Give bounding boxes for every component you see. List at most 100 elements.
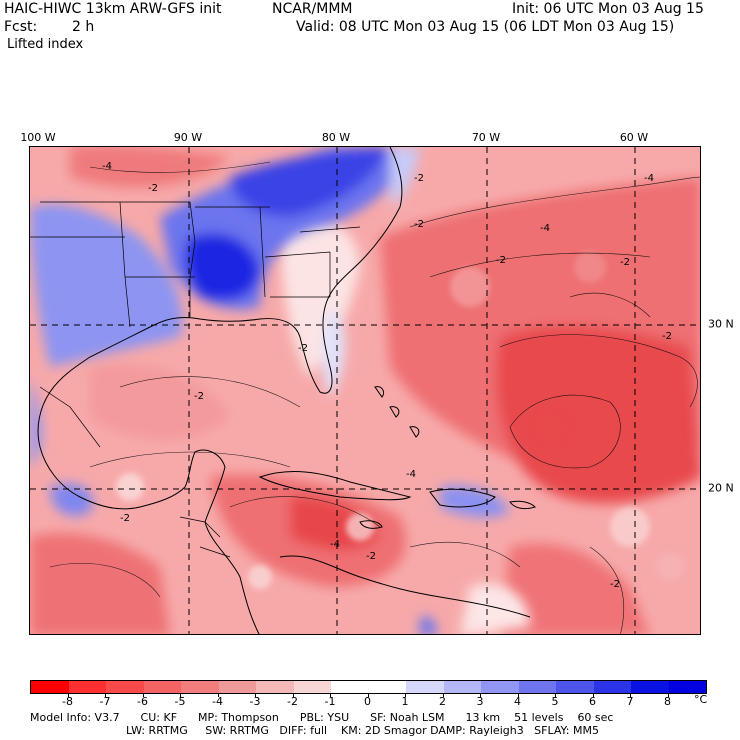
contour-line: [509, 394, 621, 469]
colorbar-tick-label: -3: [249, 695, 261, 708]
coastlines: [37, 147, 536, 634]
colorbar-tick-label: 4: [514, 695, 521, 708]
mexico-stable-region: [30, 377, 42, 467]
colorbar-cell: [443, 681, 481, 693]
plains-region: [70, 147, 230, 188]
colorbar-tick-mark: [180, 693, 181, 697]
bahamas-outline: [374, 386, 420, 438]
colorbar-tick-mark: [517, 693, 519, 697]
colorbar-tick-label: 5: [551, 695, 559, 708]
valid-time: Valid: 08 UTC Mon 03 Aug 15 (06 LDT Mon …: [296, 19, 675, 35]
patch: [532, 409, 568, 445]
colorbar-cell: [668, 681, 706, 693]
colorbar-cell: [293, 681, 331, 693]
contour-label: -2: [298, 343, 308, 354]
contour-line: [499, 334, 698, 408]
lat-label-30n: 30 N: [708, 317, 734, 331]
jamaica-outline: [359, 520, 383, 529]
atlantic-core-region: [496, 326, 700, 504]
colorbar-tick-label: -8: [62, 695, 73, 708]
field-name: Lifted index: [7, 37, 84, 52]
contour-line: [409, 176, 700, 228]
hispaniola-stable-spot: [440, 485, 510, 518]
pacific-region: [30, 533, 170, 634]
contour-label: -2: [120, 513, 130, 524]
forecast-hour: 2 h: [72, 19, 95, 35]
contour-label: -4: [644, 173, 654, 184]
lon-label-100w: 100 W: [20, 131, 56, 144]
puerto-rico-outline: [509, 500, 536, 510]
colorbar-unit: °C: [694, 693, 708, 706]
colorbar-tick-mark: [442, 693, 444, 697]
colorbar-cell: [631, 681, 669, 693]
contour-line: [89, 161, 271, 173]
gulf-coastline: [37, 147, 403, 634]
contour-label: -2: [194, 391, 204, 402]
colorbar-tick-mark: [217, 693, 219, 697]
colorbar-cell: [218, 681, 256, 693]
colorbar-cell: [518, 681, 556, 693]
colorbar-cell: [556, 681, 594, 693]
south-america-coast: [279, 555, 531, 618]
colorbar-tick-mark: [330, 693, 331, 697]
appalachian-stable-core: [230, 147, 390, 217]
contour-line: [89, 451, 291, 468]
colorbar-tick-mark: [367, 693, 369, 697]
colorbar-tick-mark: [255, 693, 256, 697]
contour-label: -2: [366, 551, 376, 562]
contour-label: -4: [540, 223, 550, 234]
colorbar-tick-label: 2: [439, 695, 446, 708]
model-title: HAIC-HIWC 13km ARW-GFS init: [4, 1, 222, 17]
state-borders: [30, 201, 361, 558]
lifted-index-map: -4 -2 -2 -4 -2 -2 -4 -2 -2 -2 -4 -2 -2 -…: [29, 146, 701, 635]
map-canvas: -4 -2 -2 -4 -2 -2 -4 -2 -2 -2 -4 -2 -2 -…: [30, 147, 700, 634]
colorbar-tick-mark: [292, 693, 294, 697]
colorbar-cell: [143, 681, 181, 693]
patch: [574, 251, 606, 283]
contour-label: -2: [148, 183, 158, 194]
patch: [656, 553, 684, 581]
colorbar-cell: [106, 681, 144, 693]
patch: [116, 473, 144, 501]
colorbar-cell: [593, 681, 631, 693]
init-time: Init: 06 UTC Mon 03 Aug 15: [512, 1, 704, 17]
colorbar-tick-label: 7: [626, 695, 634, 708]
cuba-outline: [258, 471, 412, 501]
patch: [450, 267, 490, 307]
colorbar-cell: [31, 681, 69, 693]
contour-label: -2: [414, 173, 424, 184]
contour-label: -2: [610, 579, 620, 590]
lon-label-60w: 60 W: [619, 131, 649, 144]
contour-line: [229, 496, 381, 528]
contour-label: -2: [496, 255, 506, 266]
colorbar-tick-label: 6: [589, 695, 596, 708]
colorbar-cell: [256, 681, 294, 693]
contour-lines: [49, 161, 700, 634]
colorbar-tick-label: -7: [99, 695, 111, 708]
contour-line: [589, 546, 625, 634]
lat-lon-grid: [30, 147, 700, 634]
contour-label: -4: [330, 539, 340, 550]
texas-stable-region: [30, 204, 183, 367]
colorbar-tick-label: -1: [324, 695, 336, 708]
colorbar: [30, 680, 707, 694]
south-stable-spot: [420, 616, 437, 634]
colorbar-cell: [368, 681, 406, 693]
pacific-stable-spot: [50, 483, 93, 516]
colorbar-tick-mark: [480, 693, 481, 697]
contour-line: [49, 562, 161, 598]
colorbar-tick-mark: [592, 693, 594, 697]
colorbar-tick-label: 3: [476, 695, 484, 708]
colorbar-cell: [68, 681, 106, 693]
colorbar-tick-mark: [67, 693, 69, 697]
colorbar-tick-mark: [555, 693, 556, 697]
colorbar-tick-label: 0: [364, 695, 371, 708]
central-america-borders: [39, 386, 231, 558]
contour-line: [429, 252, 651, 278]
mesoscale-patches: [116, 251, 684, 589]
us-state-lines: [30, 201, 361, 328]
lon-label-90w: 90 W: [173, 131, 203, 144]
colorbar-cell: [481, 681, 519, 693]
colorbar-tick-label: 1: [401, 695, 409, 708]
unstable-air-regions: [30, 147, 700, 634]
